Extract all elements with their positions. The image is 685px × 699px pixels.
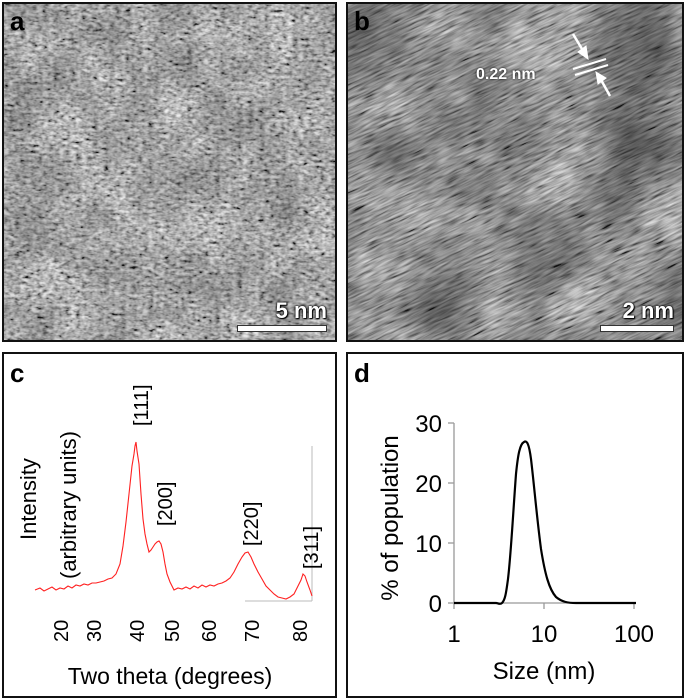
xrd-xtick-50: 50 xyxy=(162,620,184,642)
xrd-xtick-70: 70 xyxy=(242,620,264,642)
size-chart-svg: 30 20 10 0 1 10 100 % of population Size… xyxy=(377,411,654,685)
lattice-spacing-arrows xyxy=(571,33,612,97)
scale-bar-b: 2 nm xyxy=(600,299,674,332)
panel-d-size-chart: 30 20 10 0 1 10 100 % of population Size… xyxy=(346,352,684,698)
size-distribution-curve xyxy=(454,440,636,605)
peak-label-220: [220] xyxy=(241,502,263,546)
tem-texture-a xyxy=(4,4,335,340)
panel-letter-d: d xyxy=(354,358,370,388)
scale-bar-label-a: 5 nm xyxy=(275,298,327,323)
peak-label-200: [200] xyxy=(155,482,177,526)
xrd-ylabel-line2: (arbitrary units) xyxy=(56,431,81,579)
size-ylabel: % of population xyxy=(377,435,404,600)
xrd-xtick-60: 60 xyxy=(199,620,221,642)
size-xlabel: Size (nm) xyxy=(493,658,596,685)
peak-label-111: [111] xyxy=(131,384,153,426)
size-ytick-30: 30 xyxy=(415,411,442,438)
size-xtick-100: 100 xyxy=(614,621,654,648)
xrd-xtick-80: 80 xyxy=(290,620,312,642)
scale-bar-line-b xyxy=(600,325,674,332)
tem-texture-b xyxy=(348,4,682,340)
panel-letter-a: a xyxy=(10,6,25,36)
size-ytick-20: 20 xyxy=(415,471,442,498)
xrd-xtick-20: 20 xyxy=(51,620,73,642)
xrd-chart-svg: [111] [200] [220] [311] Intensity (arbit… xyxy=(16,384,323,689)
xrd-curve xyxy=(34,441,313,600)
size-chart-axes xyxy=(448,422,636,609)
xrd-xlabel: Two theta (degrees) xyxy=(68,663,273,689)
size-ytick-10: 10 xyxy=(415,531,442,558)
lattice-spacing-label: 0.22 nm xyxy=(476,66,536,83)
panel-letter-b: b xyxy=(354,6,370,36)
size-ytick-0: 0 xyxy=(429,591,442,618)
scale-bar-label-b: 2 nm xyxy=(622,298,674,323)
xrd-ylabel-line1: Intensity xyxy=(16,458,41,540)
peak-label-311: [311] xyxy=(301,526,323,569)
panel-letter-c: c xyxy=(10,358,25,388)
xrd-xtick-30: 30 xyxy=(84,620,106,642)
size-xtick-10: 10 xyxy=(531,621,558,648)
panel-c-xrd-chart: [111] [200] [220] [311] Intensity (arbit… xyxy=(2,352,337,698)
panel-b-hrtem-image: b 0.22 nm 2 nm xyxy=(346,2,684,342)
xrd-xtick-40: 40 xyxy=(127,620,149,642)
scale-bar-a: 5 nm xyxy=(237,299,327,332)
size-xtick-1: 1 xyxy=(447,621,460,648)
scale-bar-line-a xyxy=(237,325,327,332)
panel-a-tem-image: a 5 nm xyxy=(2,2,337,342)
